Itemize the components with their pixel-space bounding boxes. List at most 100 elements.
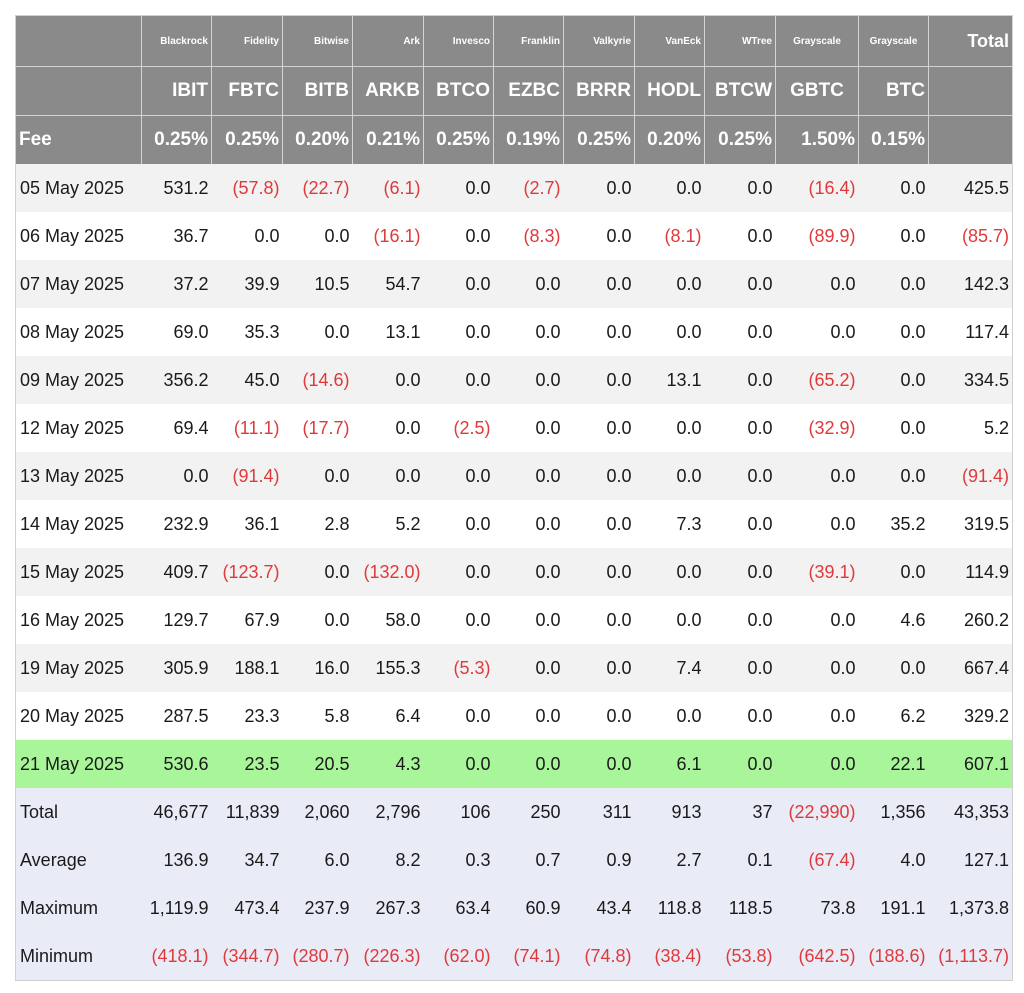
issuer-header-cell: Bitwise bbox=[282, 15, 353, 67]
issuer-header-cell: Blackrock bbox=[141, 15, 212, 67]
flow-value-cell: 0.0 bbox=[634, 596, 705, 644]
fee-header-cell: 0.25% bbox=[423, 115, 494, 164]
flow-value-cell: 0.0 bbox=[563, 452, 635, 500]
flow-value-cell: 0.0 bbox=[704, 500, 776, 548]
flow-value-cell: 43.4 bbox=[563, 884, 635, 932]
ticker-header-cell: EZBC bbox=[493, 66, 564, 116]
flow-value-cell: 0.0 bbox=[493, 692, 564, 740]
flow-value-cell: 0.0 bbox=[775, 644, 859, 692]
flow-value-cell: (17.7) bbox=[282, 404, 353, 452]
row-total-cell: 260.2 bbox=[928, 596, 1013, 644]
table-row: 07 May 2025 37.2 39.9 10.5 54.7 0.0 0.0 0.0 0.0 0… bbox=[15, 260, 1013, 308]
flow-value-cell: 1,356 bbox=[858, 788, 929, 836]
flow-value-cell: 0.0 bbox=[634, 452, 705, 500]
flow-value-cell: 0.0 bbox=[704, 452, 776, 500]
flow-value-cell: 69.0 bbox=[141, 308, 212, 356]
flow-value-cell: 0.9 bbox=[563, 836, 635, 884]
flow-value-cell: 4.6 bbox=[858, 596, 929, 644]
row-label: 09 May 2025 bbox=[15, 356, 142, 404]
fee-header-cell: 0.25% bbox=[211, 115, 283, 164]
flow-value-cell: 2.8 bbox=[282, 500, 353, 548]
issuer-header-cell: Invesco bbox=[423, 15, 494, 67]
flow-value-cell: 0.0 bbox=[858, 164, 929, 212]
flow-value-cell: 0.3 bbox=[423, 836, 494, 884]
flow-value-cell: 232.9 bbox=[141, 500, 212, 548]
flow-value-cell: 0.0 bbox=[704, 596, 776, 644]
flow-value-cell: 0.0 bbox=[423, 164, 494, 212]
flow-value-cell: 0.0 bbox=[282, 452, 353, 500]
flow-value-cell: 13.1 bbox=[634, 356, 705, 404]
flow-value-cell: 36.1 bbox=[211, 500, 283, 548]
flow-value-cell: 0.0 bbox=[858, 260, 929, 308]
flow-value-cell: 106 bbox=[423, 788, 494, 836]
row-label: 15 May 2025 bbox=[15, 548, 142, 596]
flow-value-cell: (2.5) bbox=[423, 404, 494, 452]
flow-value-cell: (188.6) bbox=[858, 932, 929, 981]
flow-value-cell: 0.0 bbox=[423, 212, 494, 260]
flow-value-cell: 2,796 bbox=[352, 788, 424, 836]
flow-value-cell: (11.1) bbox=[211, 404, 283, 452]
flow-value-cell: 63.4 bbox=[423, 884, 494, 932]
flow-value-cell: 0.0 bbox=[352, 452, 424, 500]
flow-value-cell: 0.0 bbox=[563, 308, 635, 356]
flow-value-cell: 267.3 bbox=[352, 884, 424, 932]
flow-value-cell: (280.7) bbox=[282, 932, 353, 981]
flow-value-cell: (32.9) bbox=[775, 404, 859, 452]
flow-value-cell: 0.0 bbox=[634, 404, 705, 452]
flow-value-cell: 311 bbox=[563, 788, 635, 836]
flow-value-cell: 0.0 bbox=[858, 404, 929, 452]
row-label: 08 May 2025 bbox=[15, 308, 142, 356]
flow-value-cell: 58.0 bbox=[352, 596, 424, 644]
flow-value-cell: (132.0) bbox=[352, 548, 424, 596]
ticker-header-cell: ARKB bbox=[352, 66, 424, 116]
row-label: 14 May 2025 bbox=[15, 500, 142, 548]
flow-value-cell: 0.0 bbox=[634, 260, 705, 308]
row-label: 12 May 2025 bbox=[15, 404, 142, 452]
flow-value-cell: 250 bbox=[493, 788, 564, 836]
row-total-cell: 5.2 bbox=[928, 404, 1013, 452]
flow-value-cell: 0.0 bbox=[563, 644, 635, 692]
fee-header-cell: 0.25% bbox=[563, 115, 635, 164]
flow-value-cell: (38.4) bbox=[634, 932, 705, 981]
row-total-cell: 425.5 bbox=[928, 164, 1013, 212]
flow-value-cell: 73.8 bbox=[775, 884, 859, 932]
summary-row: Maximum 1,119.9 473.4 237.9 267.3 63.4 60.9 43.… bbox=[15, 884, 1013, 932]
flow-value-cell: 8.2 bbox=[352, 836, 424, 884]
corner-cell bbox=[15, 15, 142, 67]
flow-value-cell: 45.0 bbox=[211, 356, 283, 404]
flow-value-cell: 0.0 bbox=[423, 596, 494, 644]
flow-value-cell: 0.0 bbox=[704, 308, 776, 356]
flow-value-cell: 0.0 bbox=[634, 548, 705, 596]
row-total-cell: 43,353 bbox=[928, 788, 1013, 836]
fee-header-cell: 0.15% bbox=[858, 115, 929, 164]
issuer-header-cell: Ark bbox=[352, 15, 424, 67]
flow-value-cell: 237.9 bbox=[282, 884, 353, 932]
flow-value-cell: 0.0 bbox=[493, 260, 564, 308]
flow-value-cell: 0.0 bbox=[634, 308, 705, 356]
flow-value-cell: 0.0 bbox=[704, 404, 776, 452]
table-row: 05 May 2025 531.2 (57.8) (22.7) (6.1) 0.0 (2.7… bbox=[15, 164, 1013, 212]
fee-header-cell: 0.21% bbox=[352, 115, 424, 164]
row-total-cell: (1,113.7) bbox=[928, 932, 1013, 981]
flow-value-cell: (8.1) bbox=[634, 212, 705, 260]
flow-value-cell: 188.1 bbox=[211, 644, 283, 692]
row-total-cell: 1,373.8 bbox=[928, 884, 1013, 932]
flow-value-cell: 37.2 bbox=[141, 260, 212, 308]
row-label: 16 May 2025 bbox=[15, 596, 142, 644]
flow-value-cell: (418.1) bbox=[141, 932, 212, 981]
flow-value-cell: 34.7 bbox=[211, 836, 283, 884]
ticker-header-cell: HODL bbox=[634, 66, 705, 116]
flow-value-cell: 531.2 bbox=[141, 164, 212, 212]
issuer-header-cell: Grayscale bbox=[775, 15, 859, 67]
fee-header-row: Fee 0.25% 0.25% 0.20% 0.21% 0.25% 0.19% 0.25% 0… bbox=[15, 115, 1013, 164]
flow-value-cell: 0.0 bbox=[563, 692, 635, 740]
flow-value-cell: (67.4) bbox=[775, 836, 859, 884]
ticker-header-cell: GBTC bbox=[775, 66, 859, 116]
row-total-cell: 117.4 bbox=[928, 308, 1013, 356]
flow-value-cell: 0.0 bbox=[704, 356, 776, 404]
flow-value-cell: (62.0) bbox=[423, 932, 494, 981]
flow-value-cell: (89.9) bbox=[775, 212, 859, 260]
flow-value-cell: 20.5 bbox=[282, 740, 353, 788]
ticker-header-cell: BTCO bbox=[423, 66, 494, 116]
flow-value-cell: 0.0 bbox=[704, 548, 776, 596]
